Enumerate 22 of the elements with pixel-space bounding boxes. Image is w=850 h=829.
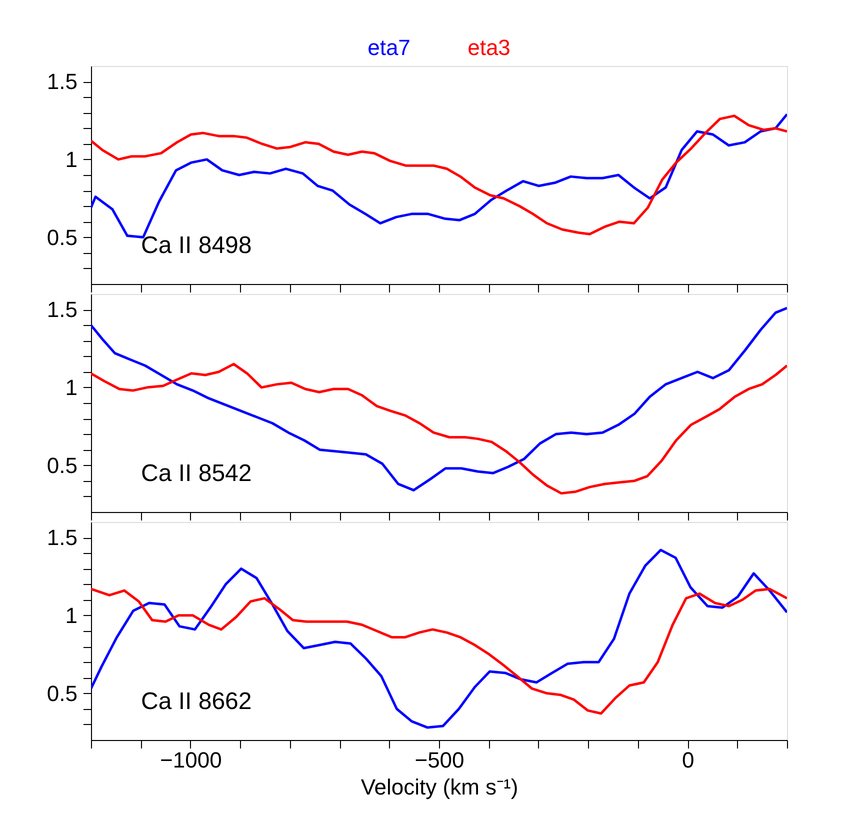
y-tick-label: 1.5 [46,297,78,322]
y-tick-label: 1.5 [46,525,78,550]
annotation: Ca II 8542 [141,460,252,487]
annotation: Ca II 8498 [141,232,252,259]
x-axis-title: Velocity (km s⁻¹) [360,774,518,800]
line-series [91,362,787,495]
y-tick-label: 0.5 [46,452,78,478]
line-series [91,588,787,715]
y-tick-label: 1 [65,374,78,400]
line-series [91,306,787,492]
x-tick-label: −1000 [160,748,222,772]
text: eta3 [468,35,510,60]
text: eta7 [368,35,410,60]
line-series [91,548,787,729]
y-tick-label: 1.5 [46,69,78,94]
annotation: Ca II 8662 [141,688,252,715]
y-tick-label: 0.5 [46,680,78,706]
y-tick-label: 1 [65,146,78,172]
y-tick-label: 1 [65,602,78,628]
x-tick-label: 0 [682,748,694,772]
x-tick-label: −500 [414,748,464,772]
y-tick-label: 0.5 [46,224,78,250]
